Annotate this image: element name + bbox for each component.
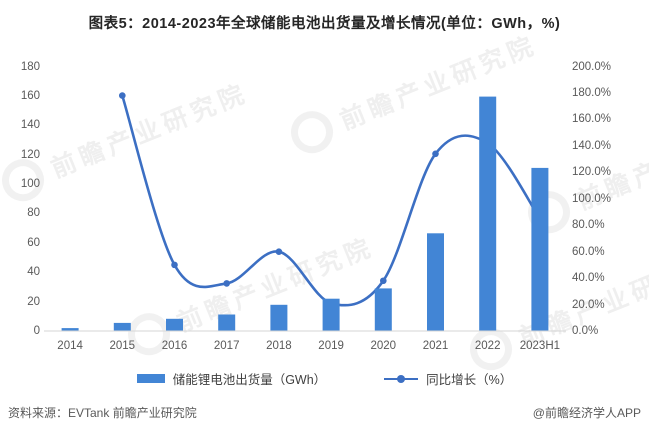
growth-marker bbox=[171, 261, 178, 269]
bar-2017 bbox=[218, 314, 236, 331]
y-axis-tick-right: 140.0% bbox=[572, 139, 612, 152]
y-axis-tick-left: 40 bbox=[27, 266, 40, 279]
bar-2014 bbox=[61, 328, 79, 331]
growth-marker bbox=[223, 280, 230, 287]
y-axis-tick-right: 180.0% bbox=[572, 86, 612, 99]
y-axis-tick-right: 200.0% bbox=[572, 60, 612, 73]
x-axis-label-2019: 2019 bbox=[318, 340, 344, 352]
x-axis-label-2017: 2017 bbox=[213, 340, 240, 352]
y-axis-tick-left: 140 bbox=[20, 119, 40, 132]
y-axis-tick-right: 120.0% bbox=[572, 166, 612, 179]
legend-item-growth: 同比增长（%） bbox=[384, 369, 512, 388]
growth-marker bbox=[432, 150, 439, 158]
legend-label-growth: 同比增长（%） bbox=[426, 373, 513, 387]
growth-marker bbox=[275, 248, 283, 255]
x-axis-label-2015: 2015 bbox=[109, 340, 136, 352]
y-axis-tick-left: 60 bbox=[27, 236, 40, 249]
source-text: 资料来源：EVTank 前瞻产业研究院 bbox=[8, 406, 197, 420]
x-axis-label-2021: 2021 bbox=[422, 340, 449, 352]
bar-2015 bbox=[113, 322, 131, 331]
bar-2021 bbox=[427, 233, 444, 331]
y-axis-tick-left: 160 bbox=[20, 89, 40, 102]
legend: 储能锂电池出货量（GWh） 同比增长（%） bbox=[0, 369, 649, 388]
bar-swatch-icon bbox=[136, 374, 165, 383]
y-axis-tick-left: 0 bbox=[33, 325, 40, 337]
growth-marker bbox=[380, 277, 387, 285]
y-axis-tick-right: 0.0% bbox=[572, 325, 599, 337]
x-axis-label-2018: 2018 bbox=[266, 340, 292, 352]
x-axis-label-2022: 2022 bbox=[474, 340, 501, 352]
credit-text: @前瞻经济学人APP bbox=[532, 406, 641, 420]
x-axis-label-2023H1: 2023H1 bbox=[519, 340, 561, 352]
y-axis-tick-left: 180 bbox=[20, 60, 40, 73]
bar-2018 bbox=[270, 304, 288, 331]
y-axis-tick-right: 60.0% bbox=[572, 245, 605, 258]
y-axis-tick-left: 100 bbox=[20, 178, 40, 191]
y-axis-tick-left: 80 bbox=[27, 207, 40, 220]
x-axis-label-2020: 2020 bbox=[370, 340, 397, 352]
y-axis-tick-right: 40.0% bbox=[572, 272, 605, 285]
line-swatch-icon bbox=[384, 374, 419, 384]
y-axis-tick-right: 80.0% bbox=[572, 219, 605, 232]
legend-label-shipments: 储能锂电池出货量（GWh） bbox=[172, 373, 327, 387]
y-axis-tick-right: 160.0% bbox=[572, 113, 612, 126]
y-axis-tick-right: 20.0% bbox=[572, 298, 605, 311]
legend-item-shipments: 储能锂电池出货量（GWh） bbox=[136, 369, 327, 388]
x-axis-label-2014: 2014 bbox=[57, 340, 83, 352]
y-axis-tick-left: 120 bbox=[20, 148, 40, 161]
chart-title: 图表5：2014-2023年全球储能电池出货量及增长情况(单位：GWh，%) bbox=[88, 16, 561, 32]
growth-line bbox=[121, 95, 541, 307]
y-axis-tick-right: 100.0% bbox=[572, 192, 612, 205]
bar-2019 bbox=[322, 298, 340, 331]
y-axis-tick-left: 20 bbox=[27, 295, 40, 308]
bar-2016 bbox=[166, 318, 183, 331]
x-axis-label-2016: 2016 bbox=[161, 340, 188, 352]
bar-2023H1 bbox=[531, 167, 549, 331]
bar-2020 bbox=[374, 288, 392, 331]
growth-marker bbox=[119, 92, 126, 99]
bar-2022 bbox=[479, 96, 497, 331]
